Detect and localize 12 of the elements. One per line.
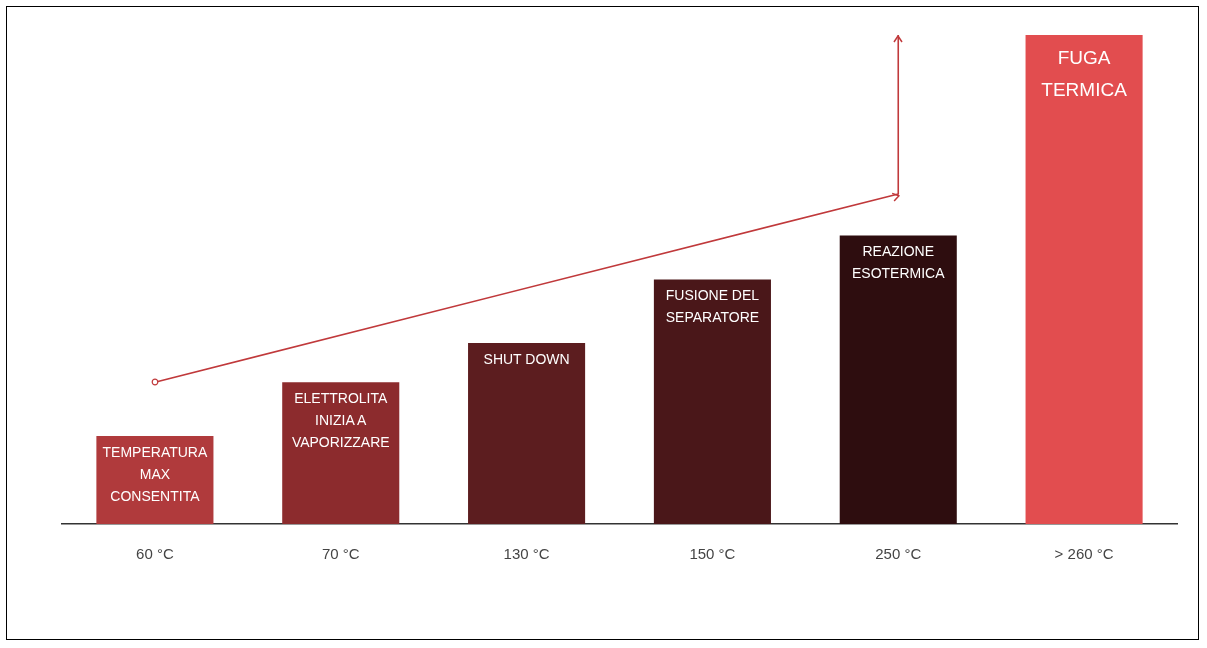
x-tick-label: 250 °C [875, 545, 922, 563]
annotation: FUSIONE DEL SEPARATORE [665, 287, 760, 326]
annotation: TEMPERATURA MAX CONSENTITA [102, 443, 208, 504]
x-tick-label: 150 °C [689, 545, 736, 563]
x-tick-label: 70 °C [321, 545, 360, 563]
x-tick-label: 130 °C [503, 545, 550, 563]
annotation: SHUT DOWN [483, 350, 570, 367]
annotation: FUGA TERMICA [1041, 46, 1128, 100]
x-tick-label: > 260 °C [1054, 545, 1114, 563]
annotation: ELETTROLITA INIZIA A VAPORIZZARE [291, 390, 390, 451]
annotation: REAZIONE ESOTERMICA [851, 243, 946, 282]
x-tick-label: 60 °C [136, 545, 174, 563]
